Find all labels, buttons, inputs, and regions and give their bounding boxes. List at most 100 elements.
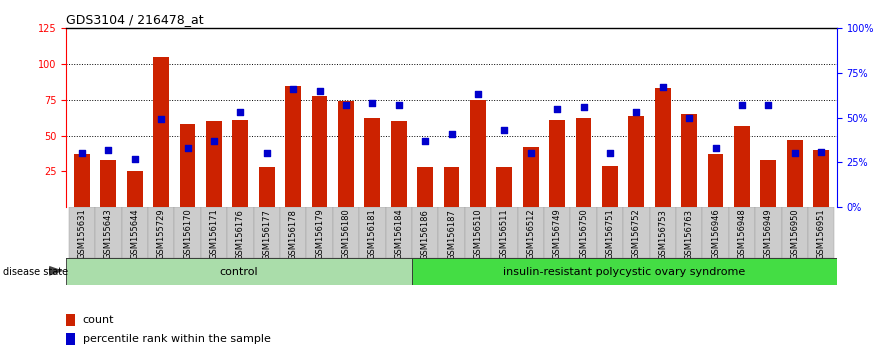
Text: disease state: disease state [3,267,68,277]
Text: GSM156753: GSM156753 [658,209,667,259]
Bar [365,119,381,207]
Bar [681,114,697,207]
Text: GSM156178: GSM156178 [289,209,298,259]
Bar [596,207,623,258]
Bar [180,124,196,207]
Bar [153,57,169,207]
Bar [760,160,776,207]
Bar [575,119,591,207]
Point [154,117,168,122]
Point [576,104,590,110]
Text: GSM156752: GSM156752 [632,209,640,259]
Point [286,86,300,92]
Point [761,102,775,108]
Bar [127,171,143,207]
Bar [206,121,222,207]
Point [629,109,643,115]
Bar [233,120,248,207]
Bar [570,207,596,258]
Text: GSM155729: GSM155729 [157,209,166,259]
Bar [122,207,148,258]
Bar [602,166,618,207]
Bar [649,207,676,258]
Point [101,147,115,153]
Text: count: count [83,315,115,325]
Text: GSM156751: GSM156751 [605,209,614,259]
Bar [755,207,781,258]
Text: GSM156512: GSM156512 [526,209,536,259]
Point [339,102,353,108]
Bar [439,207,464,258]
Bar [470,100,485,207]
Point [550,106,564,112]
Bar [338,101,354,207]
Bar [359,207,386,258]
Bar [655,88,670,207]
Text: control: control [219,267,258,277]
Point [655,85,670,90]
Text: GSM156949: GSM156949 [764,209,773,259]
Bar [66,333,75,344]
Text: GSM156184: GSM156184 [394,209,403,259]
Point [207,138,221,144]
Text: GSM155643: GSM155643 [104,209,113,259]
Bar [522,147,538,207]
Text: GSM155631: GSM155631 [78,209,86,259]
Text: GSM156180: GSM156180 [342,209,351,259]
Point [735,102,749,108]
Text: GSM156171: GSM156171 [210,209,218,259]
Point [497,127,511,133]
Point [788,151,802,156]
Point [523,151,537,156]
Text: GSM156749: GSM156749 [552,209,561,259]
Bar [259,167,275,207]
Bar [491,207,517,258]
Bar [729,207,755,258]
Text: GSM156511: GSM156511 [500,209,509,259]
Bar [787,140,803,207]
Text: GSM156951: GSM156951 [817,209,825,259]
Text: insulin-resistant polycystic ovary syndrome: insulin-resistant polycystic ovary syndr… [503,267,745,277]
Bar [285,86,301,207]
Text: GSM156948: GSM156948 [737,209,746,259]
Bar [781,207,808,258]
Text: GSM156187: GSM156187 [447,209,456,259]
Bar [391,121,407,207]
Bar [307,207,333,258]
Bar [412,207,439,258]
Text: GSM156750: GSM156750 [579,209,588,259]
Bar [74,154,90,207]
Bar [100,160,116,207]
Point [470,92,485,97]
Bar [444,167,459,207]
Point [233,109,248,115]
Point [418,138,433,144]
Point [75,151,89,156]
Point [392,102,406,108]
Bar [411,258,837,285]
Point [814,149,828,154]
Bar [66,258,411,285]
Point [366,101,380,106]
Bar [813,150,829,207]
Bar [174,207,201,258]
Bar [549,120,565,207]
Text: GSM155644: GSM155644 [130,209,139,259]
Bar [418,167,433,207]
Point [260,151,274,156]
Point [313,88,327,94]
Bar [69,207,95,258]
Point [128,156,142,162]
Text: GSM156177: GSM156177 [263,209,271,259]
Text: GSM156176: GSM156176 [236,209,245,259]
Text: GSM156946: GSM156946 [711,209,720,259]
Text: GSM156170: GSM156170 [183,209,192,259]
Polygon shape [49,266,63,276]
Bar [201,207,227,258]
Text: GDS3104 / 216478_at: GDS3104 / 216478_at [66,13,204,26]
Bar [707,154,723,207]
Bar [66,314,75,326]
Bar [227,207,254,258]
Bar [676,207,702,258]
Bar [496,167,512,207]
